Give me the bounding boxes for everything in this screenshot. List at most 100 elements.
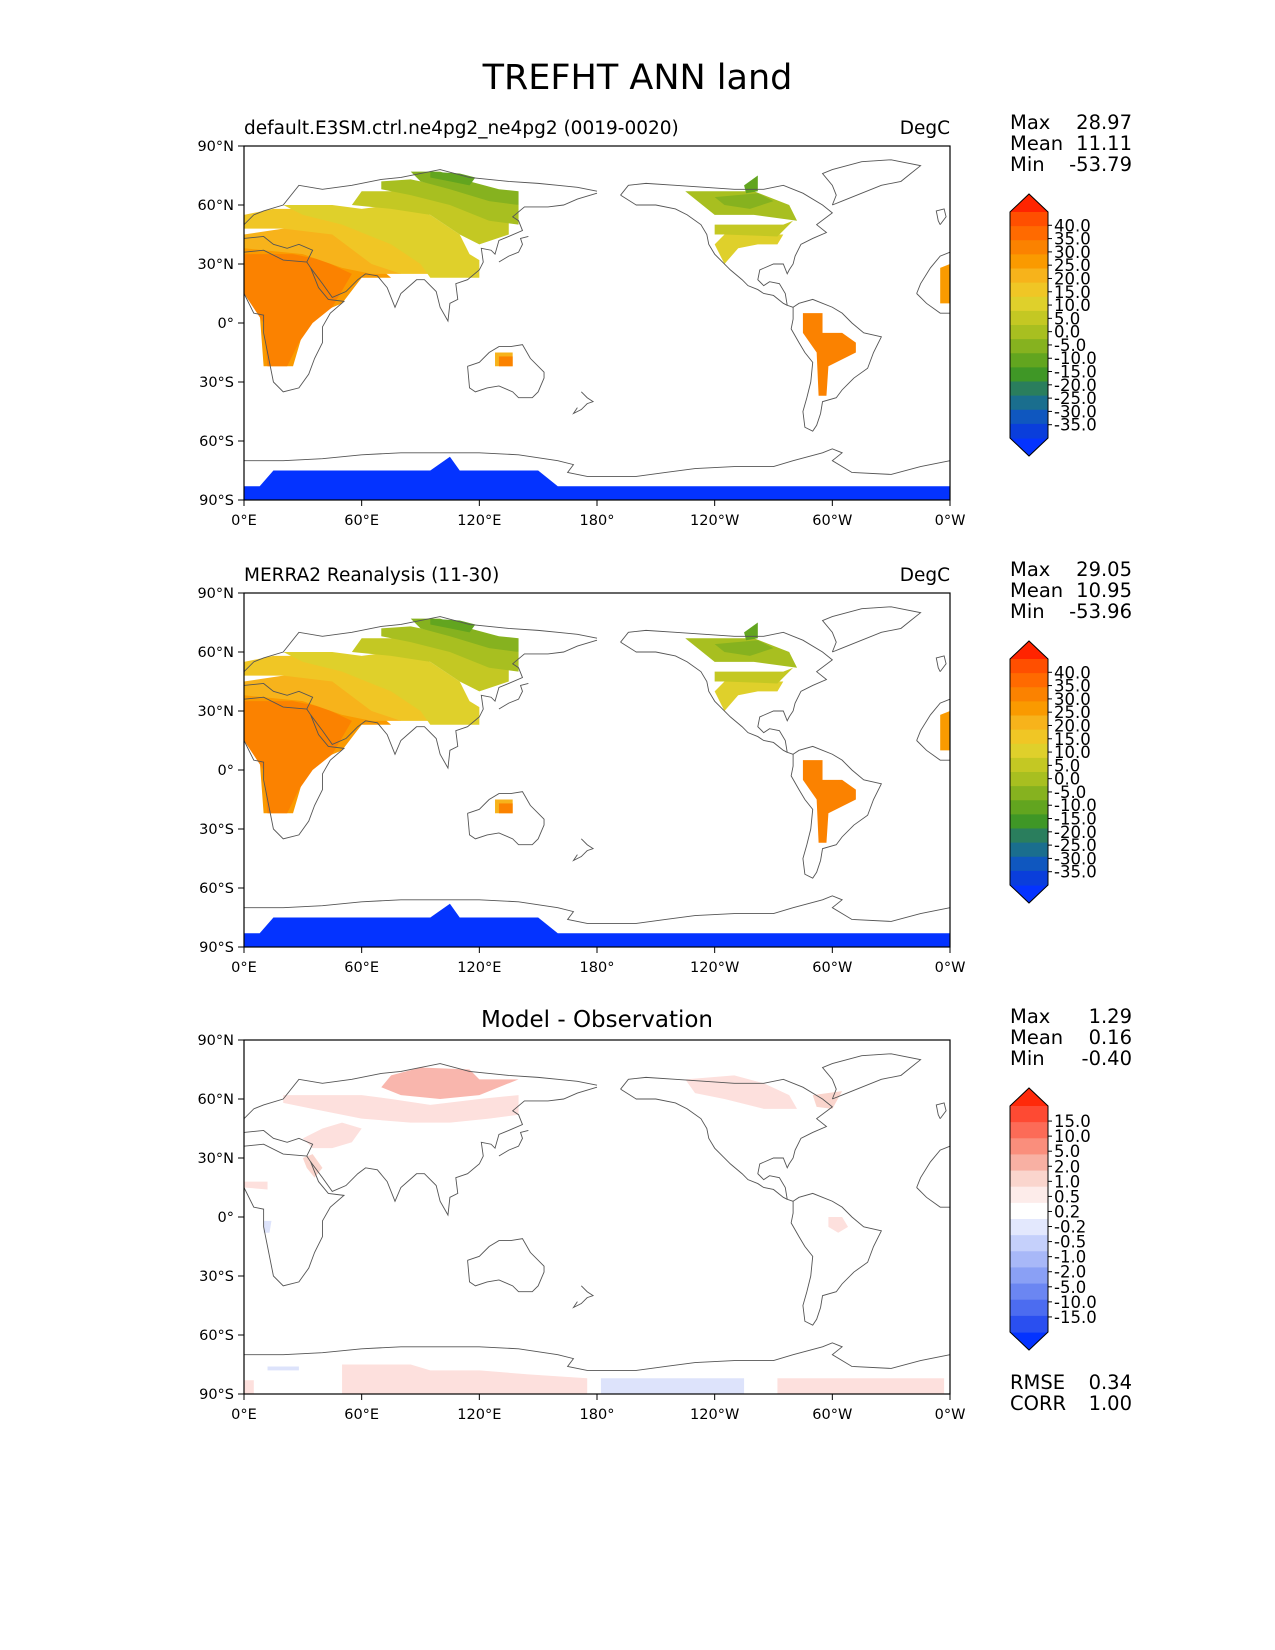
stat-min-label: Min	[1010, 600, 1045, 623]
stat-mean-value: 11.11	[1076, 132, 1132, 155]
colorbar-extend-top	[1010, 1088, 1048, 1106]
y-tick-label: 30°N	[197, 257, 234, 273]
coastline	[467, 1238, 545, 1293]
stat-max-label: Max	[1010, 558, 1051, 581]
colorbar-segment	[1010, 1219, 1048, 1236]
panel-obs-title: MERRA2 Reanalysis (11-30)	[244, 565, 500, 586]
figure-title: TREFHT ANN land	[482, 58, 793, 98]
coastline	[620, 182, 834, 308]
panel-diff-title: Model - Observation	[480, 1007, 714, 1033]
y-tick-label: 30°S	[199, 822, 234, 838]
colorbar-segment	[1010, 1202, 1048, 1220]
colorbar-tick-label: 5.0	[1054, 309, 1080, 328]
x-tick-label: 120°E	[457, 1407, 501, 1423]
field-contour-region	[600, 1378, 745, 1394]
colorbar-segment	[1010, 296, 1048, 312]
field-contour-region	[714, 667, 794, 684]
field-contour-region	[714, 681, 784, 711]
coastline	[620, 194, 788, 306]
map-background	[244, 146, 950, 500]
coastline	[572, 391, 595, 415]
panel-model-stats: Max 28.97 Mean 11.11 Min -53.79	[1010, 112, 1132, 178]
colorbar-extend-top	[1010, 194, 1048, 212]
colorbar-segment	[1010, 1251, 1048, 1269]
colorbar-segment	[1010, 870, 1048, 886]
colorbar-tick-label: -10.0	[1054, 796, 1097, 815]
field-contour-region	[430, 618, 476, 633]
colorbar-segment	[1010, 1186, 1048, 1204]
coastline	[244, 895, 951, 924]
x-tick-label: 60°W	[812, 960, 852, 976]
colorbar-outline	[1009, 193, 1049, 457]
x-tick-label: 0°W	[935, 513, 966, 529]
field-contour-region	[244, 254, 352, 367]
coastline	[310, 192, 598, 323]
colorbar-segment	[1010, 1299, 1048, 1317]
colorbar-tick-label: -35.0	[1054, 416, 1097, 435]
coastline	[244, 1342, 951, 1371]
coastline	[935, 208, 947, 225]
stat-mean-label: Mean	[1010, 579, 1064, 602]
coastline	[821, 606, 922, 653]
colorbar-tick-label: -10.0	[1054, 349, 1097, 368]
coastline	[243, 1146, 346, 1287]
field-contour-region	[777, 1378, 945, 1394]
coastline	[243, 616, 598, 672]
x-tick-label: 180°	[580, 513, 615, 529]
x-tick-label: 180°	[580, 1407, 615, 1423]
colorbar-segment	[1010, 1122, 1048, 1139]
colorbar-tick-label: 25.0	[1054, 256, 1091, 275]
colorbar-tick-label: -20.0	[1054, 823, 1097, 842]
colorbar-segment	[1010, 310, 1048, 326]
coastline	[916, 698, 951, 741]
colorbar-segment	[1010, 687, 1048, 702]
coastline	[243, 1063, 598, 1119]
colorbar-segment	[1010, 701, 1048, 717]
coastline	[821, 159, 922, 206]
stat-corr-label: CORR	[1010, 1392, 1067, 1415]
stat-mean-value: 10.95	[1076, 579, 1132, 602]
stat-min-value: -0.40	[1081, 1047, 1132, 1070]
colorbar-extend-bottom	[1010, 885, 1048, 903]
colorbar-segment	[1010, 1283, 1048, 1301]
field-contour-region	[283, 205, 480, 278]
panel-model-title: default.E3SM.ctrl.ne4pg2_ne4pg2 (0019-00…	[244, 118, 679, 139]
colorbar-tick-label: -1.0	[1054, 1248, 1086, 1267]
coastline	[243, 252, 346, 393]
coastline	[620, 641, 788, 753]
y-tick-label: 0°	[218, 763, 234, 779]
x-tick-label: 60°W	[812, 1407, 852, 1423]
colorbar-tick-label: 40.0	[1054, 663, 1091, 682]
coastline	[310, 1086, 598, 1217]
field-contour-region	[381, 179, 519, 225]
coastline	[790, 745, 883, 879]
y-tick-label: 30°S	[199, 375, 234, 391]
colorbar-tick-label: -10.0	[1054, 1293, 1097, 1312]
coastline	[790, 1192, 883, 1326]
field-contour-region	[283, 1095, 519, 1123]
panel-diff-footer-stats: RMSE 0.34 CORR 1.00	[1010, 1372, 1132, 1416]
colorbar-tick-label: -5.0	[1054, 336, 1086, 355]
field-contour-region	[714, 640, 774, 656]
field-contour-region	[828, 1217, 849, 1233]
colorbar-segment	[1010, 1138, 1048, 1156]
x-tick-label: 60°E	[344, 960, 379, 976]
colorbar-tick-label: 20.0	[1054, 716, 1091, 735]
coastline	[310, 639, 598, 770]
field-contour-region	[263, 1220, 272, 1233]
x-tick-label: 120°E	[457, 960, 501, 976]
colorbar-segment	[1010, 772, 1048, 787]
coastline	[916, 251, 951, 294]
colorbar-segment	[1010, 423, 1048, 439]
colorbar-segment	[1010, 325, 1048, 340]
colorbar-segment	[1010, 842, 1048, 858]
colorbar-tick-label: 15.0	[1054, 730, 1091, 749]
y-tick-label: 30°N	[197, 704, 234, 720]
field-contour-region	[685, 1075, 798, 1109]
field-contour-region	[714, 234, 784, 264]
y-tick-label: 30°N	[197, 1151, 234, 1167]
colorbar-segment	[1010, 381, 1048, 397]
panel-model-map: 0°E 60°E 120°E 180° 120°W 60°W 0°W 90°N 60°N 30°N…	[197, 139, 966, 529]
stat-max-value: 29.05	[1076, 558, 1132, 581]
colorbar-tick-label: 0.2	[1054, 1202, 1080, 1221]
